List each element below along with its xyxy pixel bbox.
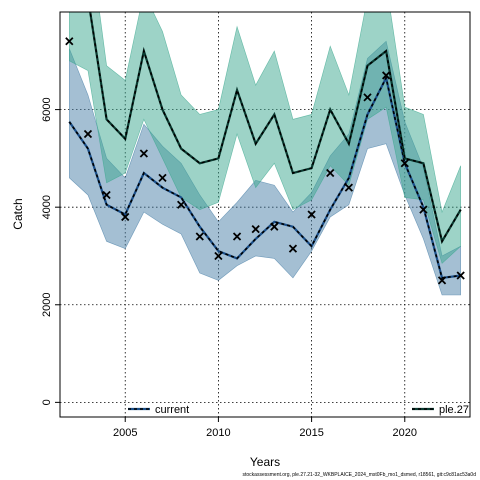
y-tick-label: 4000 <box>41 195 53 219</box>
observed-point <box>195 232 204 241</box>
legend-item-ple-27: ple.27 <box>412 404 469 416</box>
observed-point <box>456 271 465 280</box>
observed-point <box>307 210 316 219</box>
observed-point <box>214 251 223 261</box>
observed-point <box>437 276 447 285</box>
observed-point <box>176 200 186 209</box>
observed-point-stroke <box>139 149 149 158</box>
observed-point <box>121 212 130 222</box>
observed-point-stroke <box>326 168 335 178</box>
observed-point-stroke <box>363 93 372 102</box>
observed-point-stroke <box>437 276 447 285</box>
line-current-dark <box>68 74 461 280</box>
observed-point-stroke <box>214 251 223 261</box>
legend-label: current <box>155 404 189 416</box>
observed-point-stroke <box>121 212 130 222</box>
observed-point <box>102 190 111 200</box>
legend-label: ple.27 <box>439 404 469 416</box>
observed-point <box>232 232 242 241</box>
series-lines <box>68 12 462 280</box>
observed-point <box>326 168 335 178</box>
observed-point <box>381 71 391 80</box>
x-tick-label: 2010 <box>206 427 230 439</box>
observed-point <box>363 93 372 102</box>
observed-point-stroke <box>400 159 409 168</box>
observed-point <box>251 225 260 234</box>
observed-point-stroke <box>65 37 74 46</box>
observed-point-stroke <box>270 222 279 231</box>
observed-point-stroke <box>288 244 298 253</box>
y-axis-title: Catch <box>11 198 25 229</box>
observed-point-stroke <box>232 232 242 241</box>
observed-point-stroke <box>419 205 428 214</box>
x-axis: 2005 2010 2015 2020 <box>113 417 417 439</box>
observed-point-stroke <box>83 129 93 139</box>
observed-point-stroke <box>195 232 204 241</box>
observed-point <box>344 183 354 192</box>
x-tick-label: 2005 <box>113 427 137 439</box>
observed-point <box>139 149 149 158</box>
confidence-bands <box>69 12 461 296</box>
y-tick-label: 2000 <box>41 293 53 317</box>
observed-point-stroke <box>158 173 167 183</box>
y-axis: 0 2000 4000 6000 <box>41 97 60 405</box>
footer-credit: stockassessment.org, ple.27.21-32_WKBPLA… <box>242 472 476 478</box>
x-axis-title: Years <box>250 455 280 469</box>
observed-point <box>288 244 298 253</box>
observed-point <box>158 173 167 183</box>
legend-item-current: current <box>128 404 189 416</box>
observed-markers <box>65 37 465 285</box>
observed-point <box>400 159 409 168</box>
observed-point-stroke <box>456 271 465 280</box>
observed-point-stroke <box>344 183 354 192</box>
line-ple-27 <box>89 12 462 244</box>
x-tick-label: 2015 <box>299 427 323 439</box>
legend: current ple.27 <box>128 404 469 416</box>
y-tick-label: 0 <box>41 399 53 405</box>
observed-point-stroke <box>381 71 391 80</box>
observed-point-stroke <box>176 200 186 209</box>
y-tick-label: 6000 <box>41 97 53 121</box>
observed-point-stroke <box>307 210 316 219</box>
observed-point <box>270 222 279 231</box>
plot-frame <box>59 11 471 418</box>
observed-point-stroke <box>251 225 260 234</box>
observed-point <box>65 37 74 46</box>
observed-point <box>419 205 428 214</box>
x-tick-label: 2020 <box>393 427 417 439</box>
band-ple-27 <box>69 12 461 264</box>
observed-point <box>83 129 93 139</box>
observed-point-stroke <box>102 190 111 200</box>
